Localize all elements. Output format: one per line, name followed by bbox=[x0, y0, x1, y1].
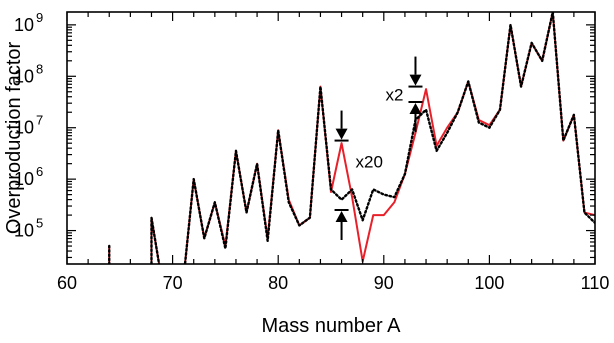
y-tick-exponent: 7 bbox=[36, 113, 43, 128]
annotation-arrowhead bbox=[335, 211, 348, 222]
y-tick-label: 10 bbox=[14, 118, 34, 138]
annotation-arrowhead bbox=[409, 103, 422, 114]
y-tick-exponent: 6 bbox=[36, 164, 43, 179]
annotation-top-marker bbox=[408, 56, 423, 88]
x-tick-label: 90 bbox=[374, 273, 394, 293]
y-tick-label: 10 bbox=[14, 66, 34, 86]
plot-frame bbox=[66, 11, 596, 265]
annotation-bottom-marker bbox=[408, 101, 423, 132]
annotation-top-marker bbox=[334, 110, 349, 142]
annotations: x20 x2 bbox=[334, 56, 423, 240]
x-tick-label: 70 bbox=[163, 273, 183, 293]
x-tick-label: 80 bbox=[268, 273, 288, 293]
annotation-arrowhead bbox=[409, 74, 422, 86]
y-tick-exponent: 9 bbox=[36, 10, 43, 25]
y-tick-label: 10 bbox=[14, 221, 34, 241]
annotation-arrowhead bbox=[335, 128, 348, 140]
annotation-bottom-marker bbox=[334, 209, 349, 240]
series-solid-line bbox=[108, 12, 595, 264]
x-ticks: 60 70 80 90 100 110 bbox=[57, 12, 609, 293]
y-tick-label: 10 bbox=[14, 15, 34, 35]
plot-series bbox=[108, 12, 595, 264]
x-tick-label: 60 bbox=[57, 273, 77, 293]
series-dotted-line bbox=[108, 12, 595, 264]
y-axis-label: Overproduction factor bbox=[3, 42, 25, 235]
x-axis-label: Mass number A bbox=[262, 315, 402, 337]
y-tick-label: 10 bbox=[14, 169, 34, 189]
y-tick-exponent: 5 bbox=[36, 216, 43, 231]
x-tick-label: 100 bbox=[474, 273, 504, 293]
y-tick-exponent: 8 bbox=[36, 61, 43, 76]
x-tick-label: 110 bbox=[581, 273, 610, 293]
annotation-label: x20 bbox=[356, 152, 383, 171]
annotation-label: x2 bbox=[386, 85, 404, 104]
